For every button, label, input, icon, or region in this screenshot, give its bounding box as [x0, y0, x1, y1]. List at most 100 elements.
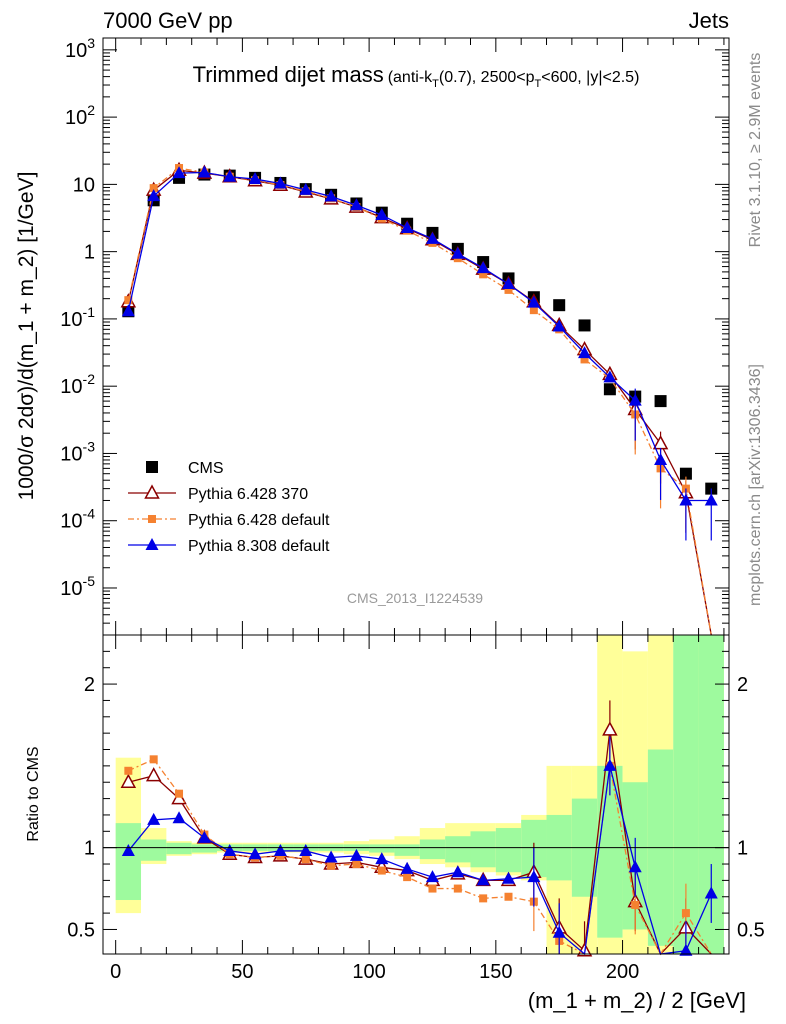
- ratio-point-p6_default: [504, 892, 513, 901]
- svg-text:Rivet 3.1.10, ≥ 2.9M events: Rivet 3.1.10, ≥ 2.9M events: [747, 53, 764, 248]
- data-point-p8_default: [400, 220, 414, 233]
- legend-label: Pythia 6.428 default: [188, 512, 330, 529]
- data-point-p6_default: [529, 306, 538, 315]
- data-point-p8_default: [172, 166, 186, 179]
- data-point-p8_default: [628, 393, 642, 406]
- series-line-p8_default: [127, 171, 712, 502]
- ratio-point-p8_default: [704, 886, 718, 899]
- ratio-y-tick-label: 0.5: [67, 919, 95, 941]
- svg-text:mcplots.cern.ch [arXiv:1306.34: mcplots.cern.ch [arXiv:1306.3436]: [747, 364, 764, 606]
- data-point-data: [679, 467, 692, 480]
- ratio-point-p6_default: [327, 861, 336, 870]
- svg-text:Ratio to CMS: Ratio to CMS: [25, 746, 42, 841]
- band-inner: [445, 836, 471, 863]
- ratio-point-p8_default: [552, 925, 566, 938]
- data-point-p6_default: [504, 285, 513, 294]
- ratio-point-p6_default: [352, 860, 361, 869]
- ratio-point-p8_default: [425, 870, 439, 883]
- ratio-point-p8_default: [299, 843, 313, 856]
- y-tick-label: 10: [73, 174, 95, 196]
- svg-text:1000/σ 2dσ)/d(m_1 + m_2) [1/Ge: 1000/σ 2dσ)/d(m_1 + m_2) [1/GeV]: [15, 172, 38, 501]
- legend-marker: [144, 484, 160, 499]
- x-tick-label: 50: [231, 961, 253, 983]
- legend-marker: [145, 538, 159, 550]
- data-point-p8_default: [425, 231, 439, 244]
- legend-marker: [146, 461, 158, 473]
- data-point-p8_default: [527, 295, 541, 308]
- ratio-point-p6_default: [175, 789, 184, 798]
- data-point-p6_default: [479, 270, 488, 279]
- data-point-p8_default: [603, 370, 617, 383]
- y-tick-label: 1: [84, 242, 95, 264]
- watermark: CMS_2013_I1224539: [347, 590, 483, 606]
- ratio-point-p8_default: [400, 861, 414, 874]
- ratio-frame: [102, 634, 730, 955]
- ratio-point-p8_default: [172, 811, 186, 824]
- data-point-p6_default: [149, 184, 158, 193]
- data-point-data: [553, 299, 566, 312]
- main-panel: 10-5 10-4 10-3 10-2 10-1 1 10 102 103 Trimmed di…: [60, 35, 730, 636]
- ratio-point-p8_default: [375, 852, 389, 865]
- mcplots-label: mcplots.cern.ch [arXiv:1306.3436]: [747, 364, 764, 606]
- rivet-label: Rivet 3.1.10, ≥ 2.9M events: [747, 53, 764, 248]
- chart-title: Trimmed dijet mass (anti-kT(0.7), 2500<pT…: [193, 62, 640, 90]
- x-tick-label: 100: [352, 961, 385, 983]
- data-point-p8_default: [578, 346, 592, 359]
- y-axis-label-main: 1000/σ 2dσ)/d(m_1 + m_2) [1/GeV]: [15, 172, 38, 501]
- legend-marker: [148, 515, 156, 523]
- data-point-p8_default: [324, 189, 338, 202]
- ratio-point-p6_default: [403, 873, 412, 882]
- ratio-point-p8_default: [273, 843, 287, 856]
- ratio-point-p8_default: [223, 843, 237, 856]
- ratio-line-p6_default: [128, 758, 712, 956]
- data-point-p8_default: [223, 169, 237, 182]
- ratio-point-p6_370: [602, 721, 618, 736]
- data-point-p8_default: [375, 208, 389, 221]
- series-line-p6_default: [127, 167, 712, 636]
- legend-label: CMS: [188, 460, 224, 477]
- y-tick-label: 10-3: [60, 438, 95, 465]
- series-line-p6_370: [127, 169, 712, 636]
- data-point-p8_default: [147, 189, 161, 202]
- data-point-p6_default: [124, 296, 133, 305]
- x-axis-label: (m_1 + m_2) / 2 [GeV]: [528, 988, 746, 1013]
- data-point-p8_default: [121, 304, 135, 317]
- ratio-y-tick-label-right: 1: [737, 838, 748, 860]
- legend-label: Pythia 8.308 default: [188, 538, 330, 555]
- x-tick-label: 150: [479, 961, 512, 983]
- x-tick-label: 200: [606, 961, 639, 983]
- ratio-point-p6_370: [120, 773, 137, 788]
- band-inner: [141, 839, 167, 861]
- data-point-p8_default: [502, 277, 516, 290]
- y-tick-label: 10-1: [60, 304, 95, 331]
- data-point-p6_default: [580, 355, 589, 364]
- data-point-p8_default: [273, 176, 287, 189]
- ratio-point-p6_default: [124, 766, 133, 775]
- data-point-p8_default: [349, 198, 363, 211]
- ratio-point-p8_default: [603, 758, 617, 771]
- band-inner: [495, 828, 522, 873]
- data-point-p8_default: [704, 493, 718, 506]
- ratio-point-p8_default: [121, 843, 135, 856]
- ratio-point-p8_default: [476, 873, 490, 886]
- ratio-point-p8_default: [248, 847, 262, 860]
- ratio-point-p6_default: [631, 900, 640, 909]
- y-tick-label: 10-5: [60, 573, 95, 600]
- band-inner: [470, 831, 496, 868]
- ratio-point-p8_default: [679, 943, 693, 956]
- data-point-p8_default: [679, 493, 693, 506]
- legend: CMS Pythia 6.428 370 Pythia 6.428 default P…: [128, 460, 330, 555]
- band-inner: [369, 844, 395, 853]
- ratio-point-p6_default: [453, 884, 462, 893]
- band-inner: [419, 839, 446, 860]
- ratio-y-tick-label: 1: [84, 838, 95, 860]
- ratio-point-p6_default: [377, 866, 386, 875]
- ratio-point-p8_default: [502, 871, 516, 884]
- header-left: 7000 GeV pp: [103, 8, 233, 33]
- data-point-p8_default: [197, 165, 211, 178]
- ratio-point-p6_370: [145, 767, 162, 782]
- band-inner: [394, 844, 420, 856]
- ratio-y-tick-label: 2: [84, 674, 95, 696]
- data-point-p8_default: [299, 182, 313, 195]
- data-point-data: [603, 383, 616, 396]
